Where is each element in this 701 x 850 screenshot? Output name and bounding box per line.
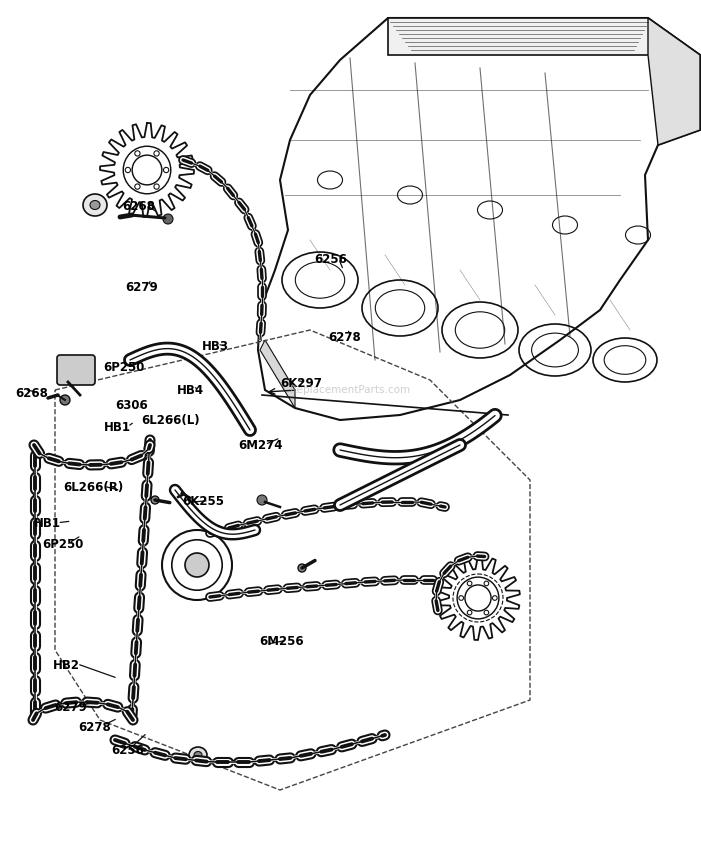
FancyBboxPatch shape <box>57 355 95 385</box>
Text: 6256: 6256 <box>314 252 347 266</box>
Text: 6K297: 6K297 <box>280 377 322 390</box>
Text: HB1: HB1 <box>104 421 131 434</box>
Polygon shape <box>258 18 700 420</box>
Circle shape <box>163 214 173 224</box>
Text: 6268: 6268 <box>123 200 156 213</box>
Ellipse shape <box>189 747 207 763</box>
Text: 6M274: 6M274 <box>238 439 283 452</box>
Text: 6279: 6279 <box>55 700 88 714</box>
Text: HB2: HB2 <box>53 659 80 672</box>
Polygon shape <box>260 340 295 408</box>
Text: 6L266(L): 6L266(L) <box>142 414 200 428</box>
Text: 6256: 6256 <box>111 744 144 757</box>
Circle shape <box>185 553 209 577</box>
Circle shape <box>60 395 70 405</box>
Circle shape <box>151 496 159 504</box>
Text: HB3: HB3 <box>202 340 229 354</box>
Circle shape <box>298 564 306 572</box>
Text: 6M256: 6M256 <box>259 635 304 649</box>
Text: 6278: 6278 <box>79 721 111 734</box>
Ellipse shape <box>83 194 107 216</box>
Polygon shape <box>388 18 700 85</box>
Text: 6K255: 6K255 <box>182 495 224 508</box>
Circle shape <box>257 495 267 505</box>
Text: 6278: 6278 <box>328 331 361 344</box>
Text: ReplacementParts.com: ReplacementParts.com <box>290 385 410 395</box>
Text: 6P250: 6P250 <box>104 360 145 374</box>
Text: 6L266(R): 6L266(R) <box>63 480 123 494</box>
Text: 6268: 6268 <box>15 387 48 400</box>
Text: HB1: HB1 <box>34 517 61 530</box>
Text: 6279: 6279 <box>125 280 158 294</box>
Ellipse shape <box>194 751 202 758</box>
Polygon shape <box>648 18 700 145</box>
Ellipse shape <box>90 201 100 209</box>
Text: HB4: HB4 <box>177 383 204 397</box>
Text: 6306: 6306 <box>116 399 149 412</box>
Text: 6P250: 6P250 <box>42 538 83 552</box>
